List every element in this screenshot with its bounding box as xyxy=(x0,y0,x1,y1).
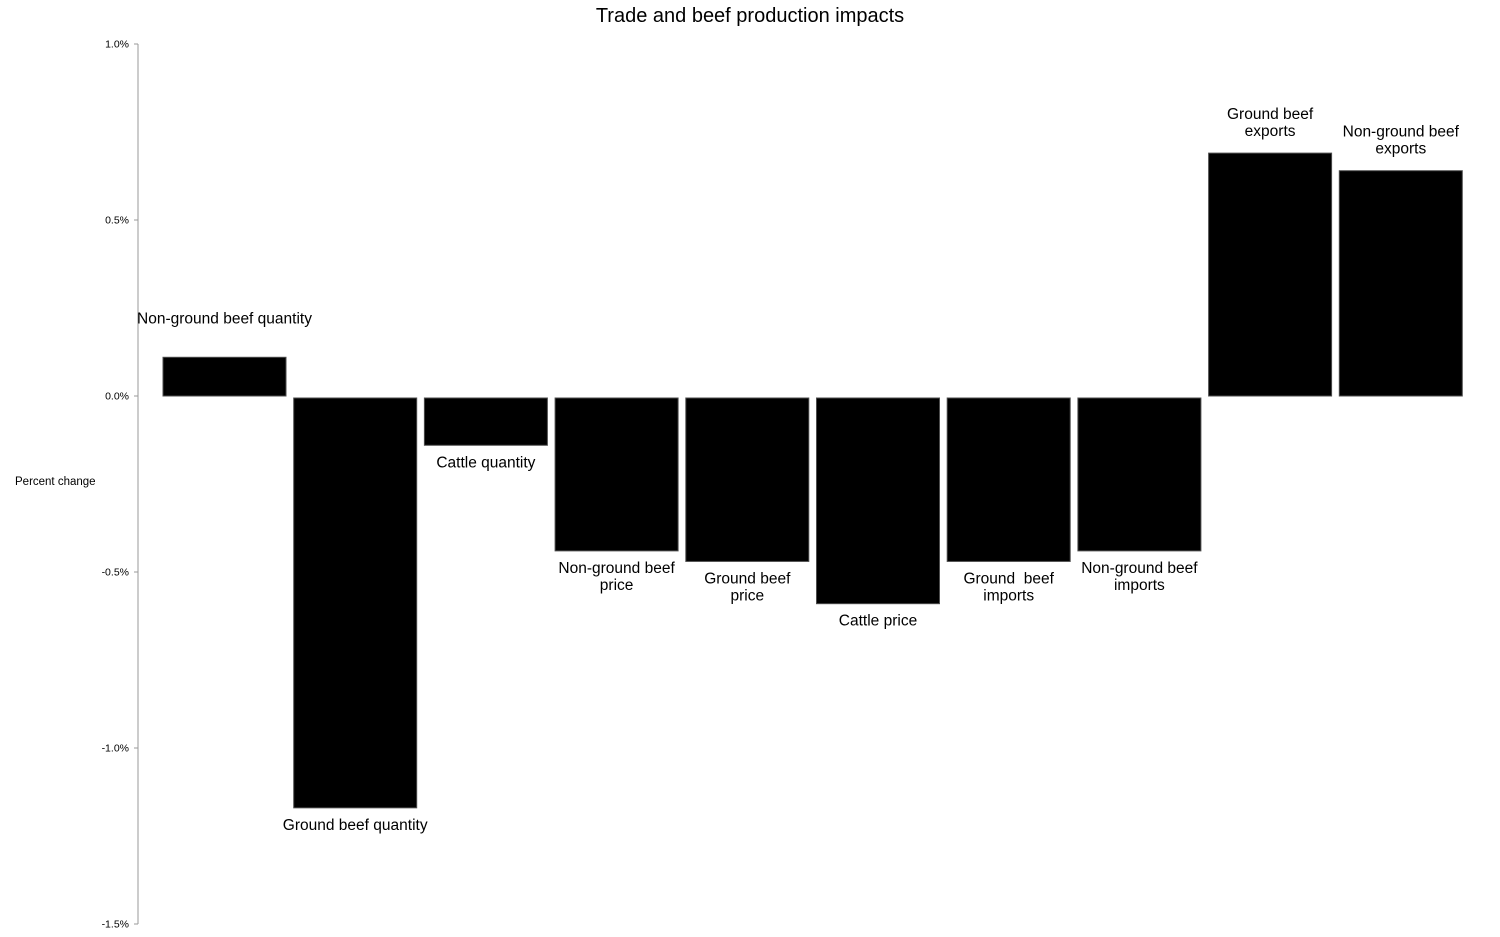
y-tick-label: -1.5% xyxy=(102,919,129,931)
y-tick-label: 1.0% xyxy=(105,39,129,51)
bar xyxy=(685,397,810,562)
bar xyxy=(816,397,940,605)
bar-data-label: Ground beef quantity xyxy=(283,817,428,834)
bar-data-label: Non-ground beef exports xyxy=(1343,124,1460,158)
bar-data-label-line: imports xyxy=(1114,577,1165,594)
bar-data-label: Ground beef exports xyxy=(1227,106,1314,140)
bar-data-label-line: Non-ground beef xyxy=(1343,124,1460,141)
y-axis-label: Percent change xyxy=(15,476,96,488)
bar xyxy=(293,397,418,809)
bar-data-label-line: Non-ground beef xyxy=(1081,560,1198,577)
bar xyxy=(423,397,548,446)
bar-data-label: Cattle quantity xyxy=(436,454,535,471)
bar-labels: Non-ground beef quantity Ground beef quan… xyxy=(137,106,1460,834)
y-axis: 1.0% 0.5% 0.0% -0.5% -1.0% -1.5% xyxy=(102,39,139,931)
bar-data-label-line: imports xyxy=(983,587,1034,604)
bar xyxy=(946,397,1071,562)
bar-data-label-line: Cattle quantity xyxy=(436,454,535,471)
bar xyxy=(162,356,287,397)
y-tick-label: -1.0% xyxy=(102,743,129,755)
bar-data-label-line: Ground beef xyxy=(704,570,791,587)
chart-title: Trade and beef production impacts xyxy=(595,5,905,27)
bar-data-label-line: Non-ground beef quantity xyxy=(137,310,312,327)
bars xyxy=(162,152,1463,809)
bar-data-label-line: Ground beef xyxy=(963,570,1054,587)
bar-data-label-line: Ground beef xyxy=(1227,106,1314,123)
bar xyxy=(1338,170,1463,397)
bar-data-label: Non-ground beef price xyxy=(558,560,675,594)
bar-data-label: Non-ground beef imports xyxy=(1081,560,1198,594)
bar-data-label-line: Non-ground beef xyxy=(558,560,675,577)
bar-data-label-line: exports xyxy=(1375,141,1426,158)
bar-data-label-line: Cattle price xyxy=(839,613,917,630)
bar-data-label-line: exports xyxy=(1245,123,1296,140)
bar xyxy=(554,397,679,552)
bar-data-label-line: price xyxy=(600,577,634,594)
bar-data-label-line: price xyxy=(730,587,764,604)
bar-data-label-line: Ground beef quantity xyxy=(283,817,428,834)
bar-data-label: Ground beef price xyxy=(704,570,791,604)
y-tick-label: -0.5% xyxy=(102,567,129,579)
y-tick-label: 0.0% xyxy=(105,391,129,403)
y-tick-label: 0.5% xyxy=(105,215,129,227)
bar xyxy=(1208,152,1333,397)
bar-data-label: Cattle price xyxy=(839,613,917,630)
bar xyxy=(1077,397,1202,552)
bar-data-label: Ground beef imports xyxy=(963,570,1054,604)
bar-data-label: Non-ground beef quantity xyxy=(137,310,312,327)
